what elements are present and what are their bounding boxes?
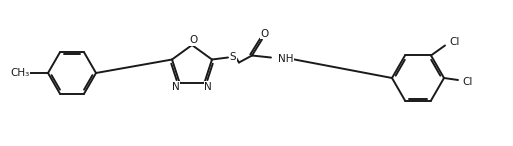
Text: N: N: [205, 82, 212, 92]
Text: Cl: Cl: [463, 77, 473, 87]
Text: N: N: [172, 82, 180, 92]
Text: Cl: Cl: [450, 38, 460, 47]
Text: NH: NH: [278, 54, 293, 64]
Text: O: O: [261, 28, 269, 39]
Text: O: O: [189, 35, 197, 45]
Text: S: S: [230, 52, 236, 61]
Text: CH₃: CH₃: [10, 68, 30, 78]
